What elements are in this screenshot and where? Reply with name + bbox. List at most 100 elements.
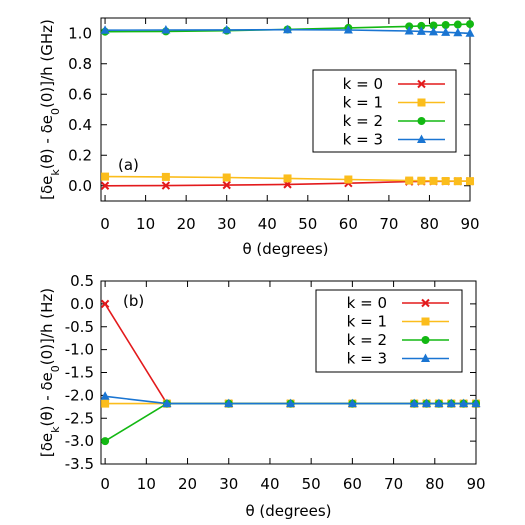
- legend: k = 0k = 1k = 2k = 3: [312, 69, 457, 153]
- data-point: [441, 27, 451, 36]
- data-point: [404, 25, 414, 35]
- y-tick-label: 0.8: [68, 55, 92, 73]
- legend-label: k = 1: [347, 313, 387, 331]
- legend-marker: [417, 134, 426, 143]
- data-point: [100, 299, 110, 309]
- x-tick-label: 90: [460, 215, 479, 233]
- legend-item: k = 3: [347, 350, 449, 368]
- legend-marker-stroke: [421, 298, 430, 308]
- y-tick-label: -0.5: [65, 318, 94, 336]
- legend-marker-stroke: [417, 79, 426, 89]
- legend-item: k = 3: [343, 131, 445, 149]
- data-point: [429, 21, 438, 30]
- data-point: [286, 398, 296, 408]
- data-point: [161, 25, 171, 34]
- y-tick-label: -3.5: [65, 455, 94, 473]
- x-tick-label: 70: [384, 475, 403, 493]
- x-tick-label: 80: [420, 215, 439, 233]
- y-tick-label: -1.0: [65, 341, 94, 359]
- x-tick-label: 60: [339, 215, 358, 233]
- data-point: [100, 181, 110, 190]
- x-tick-label: 90: [466, 475, 485, 493]
- legend-label: k = 1: [343, 94, 383, 112]
- x-axis-title: θ (degrees): [245, 502, 331, 520]
- data-point: [283, 24, 293, 34]
- data-point: [222, 24, 232, 34]
- legend-label: k = 3: [347, 350, 387, 368]
- data-point: [222, 180, 231, 190]
- legend-label: k = 3: [343, 131, 383, 149]
- data-point: [466, 20, 474, 29]
- y-tick-label: 0.2: [68, 146, 92, 164]
- y-tick-label: -3.0: [65, 432, 94, 450]
- data-point: [100, 391, 110, 400]
- data-point: [453, 27, 463, 37]
- legend-item: k = 0: [343, 75, 445, 93]
- x-axis-title: θ (degrees): [242, 240, 328, 258]
- legend-marker: [417, 117, 426, 125]
- x-tick-label: 10: [136, 215, 155, 233]
- legend-item: k = 1: [347, 313, 449, 331]
- data-point: [161, 172, 170, 181]
- y-tick-label: 1.0: [68, 24, 92, 42]
- data-point: [283, 174, 292, 183]
- legend-item: k = 1: [343, 94, 445, 112]
- series-line: [104, 402, 476, 442]
- data-point: [422, 398, 432, 408]
- x-tick-label: 0: [100, 475, 110, 493]
- x-tick-label: 20: [177, 215, 196, 233]
- y-tick-label: 0.4: [68, 116, 92, 134]
- chart-panel-b: 0 10 20 30 40 50 60 70 80 90 0.5 0.0 -0.5 -1.0 -1.5 -2.…: [38, 272, 486, 520]
- data-point: [344, 175, 353, 184]
- y-axis-title: [δek(θ) - δe0(0)]/h (Hz): [38, 288, 62, 457]
- x-tick-label: 40: [260, 475, 279, 493]
- x-tick-label: 0: [100, 215, 110, 233]
- series-k-1: [101, 172, 474, 186]
- data-point: [471, 398, 481, 408]
- data-point: [453, 177, 462, 186]
- data-point: [429, 26, 439, 36]
- y-tick-label: 0.6: [68, 85, 92, 103]
- data-point: [162, 398, 172, 408]
- data-point: [429, 176, 438, 185]
- y-tick-label: -2.5: [65, 409, 94, 427]
- x-tick-label: 50: [298, 215, 317, 233]
- y-tick-label: 0.5: [70, 272, 94, 290]
- data-point: [161, 181, 171, 190]
- legend-marker: [417, 98, 426, 107]
- legend: k = 0k = 1k = 2k = 3: [315, 289, 463, 373]
- data-point: [222, 173, 231, 182]
- x-tick-label: 70: [379, 215, 398, 233]
- data-point: [466, 177, 474, 186]
- x-tick-label: 60: [343, 475, 362, 493]
- legend-marker: [417, 79, 426, 89]
- legend-item: k = 2: [343, 112, 445, 130]
- data-point: [100, 25, 110, 34]
- x-tick-label: 80: [425, 475, 444, 493]
- data-point: [446, 398, 456, 408]
- data-point: [453, 20, 462, 29]
- legend-marker: [421, 353, 430, 362]
- panel-label: (b): [123, 292, 144, 310]
- data-point: [459, 398, 469, 408]
- legend-item: k = 2: [347, 331, 449, 349]
- legend-label: k = 2: [347, 331, 387, 349]
- data-point: [343, 25, 353, 34]
- legend-label: k = 2: [343, 112, 383, 130]
- data-point: [465, 28, 475, 37]
- data-point-stroke: [100, 181, 110, 190]
- legend-marker: [421, 298, 430, 308]
- data-point-stroke: [100, 299, 110, 309]
- series-k-3: [100, 24, 475, 37]
- y-tick-label: 0.0: [70, 295, 94, 313]
- data-point: [405, 176, 414, 185]
- x-tick-label: 20: [178, 475, 197, 493]
- x-tick-label: 10: [137, 475, 156, 493]
- x-tick-label: 30: [219, 475, 238, 493]
- legend-marker: [421, 336, 430, 344]
- data-point: [417, 176, 426, 185]
- data-point: [347, 398, 357, 408]
- x-tick-label: 50: [302, 475, 321, 493]
- data-point: [224, 398, 234, 408]
